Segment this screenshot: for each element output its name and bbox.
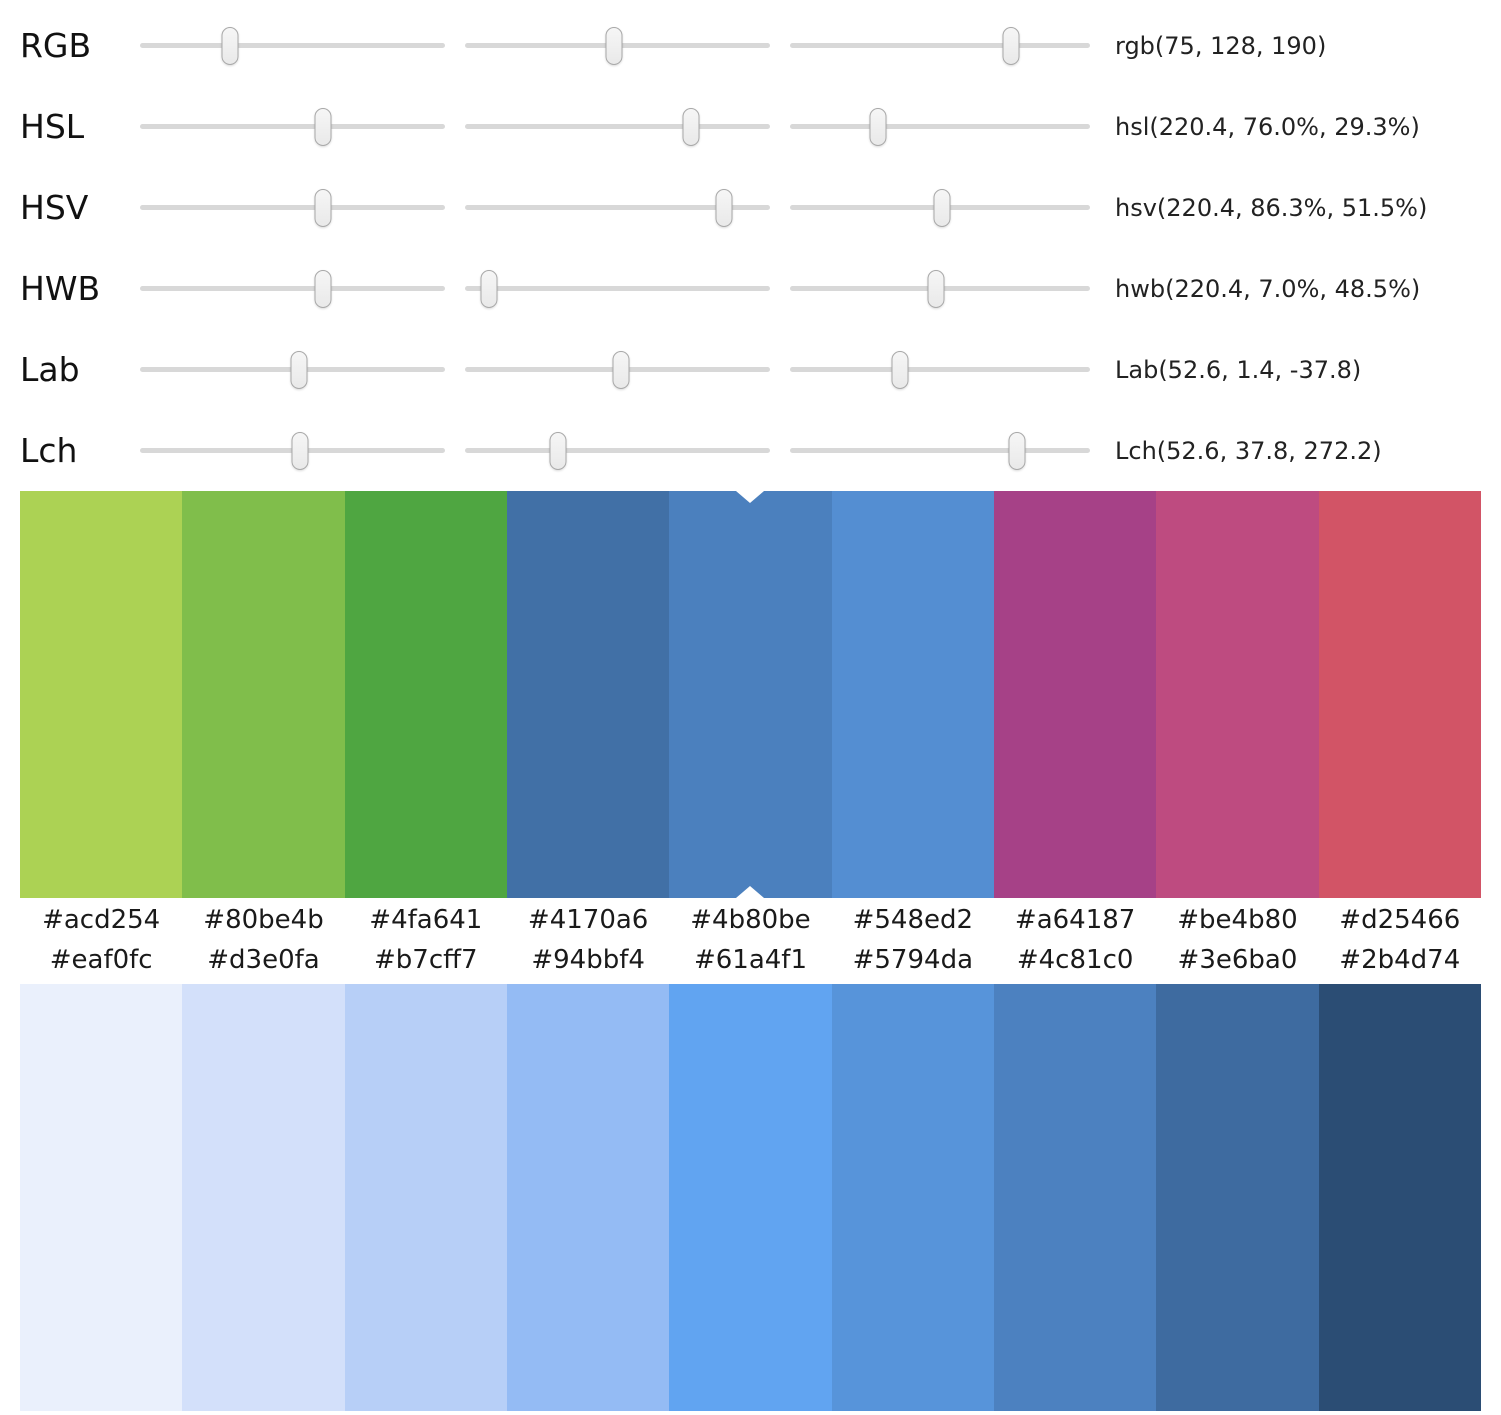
color-value-text-hsv: hsv(220.4, 86.3%, 51.5%)	[1115, 193, 1428, 222]
swatch-hex-label: #d25466	[1339, 905, 1461, 935]
slider-handle-lch-2[interactable]	[1008, 431, 1025, 470]
swatch-hex-label: #3e6ba0	[1177, 945, 1298, 975]
palette-bottom: #eaf0fc #d3e0fa #b7cff7 #94bbf4 #61a4f1 #5794…	[20, 941, 1481, 1411]
palette-top-labels: #acd254 #80be4b #4fa641 #4170a6 #4b80be #548e…	[20, 898, 1481, 941]
color-swatch[interactable]	[1156, 984, 1319, 1411]
slider-track-hsl-2[interactable]	[790, 107, 1090, 146]
color-swatch[interactable]	[182, 984, 345, 1411]
slider-track-hsv-0[interactable]	[140, 188, 445, 227]
slider-row-hsl: HSL hsl(220.4, 76.0%, 29.3%)	[20, 86, 1501, 167]
slider-handle-hsl-2[interactable]	[869, 107, 887, 146]
color-swatch[interactable]	[20, 984, 183, 1411]
slider-track-rgb-1[interactable]	[465, 26, 770, 65]
slider-handle-lch-0[interactable]	[291, 431, 309, 470]
color-value-text-hwb: hwb(220.4, 7.0%, 48.5%)	[1115, 274, 1421, 303]
slider-handle-rgb-2[interactable]	[1002, 26, 1019, 65]
slider-track-hsv-2[interactable]	[790, 188, 1090, 227]
swatch-hex-label: #4170a6	[527, 905, 649, 935]
color-swatch[interactable]	[993, 491, 1157, 898]
slider-track-hwb-1[interactable]	[465, 269, 770, 308]
color-swatch[interactable]	[1318, 491, 1481, 898]
palette-bottom-swatches	[20, 984, 1481, 1411]
color-swatch[interactable]	[506, 491, 670, 898]
slider-handle-hsv-2[interactable]	[933, 188, 950, 227]
color-swatch[interactable]	[344, 491, 507, 898]
slider-row-hwb: HWB hwb(220.4, 7.0%, 48.5%)	[20, 248, 1501, 329]
slider-handle-hwb-1[interactable]	[480, 269, 498, 308]
colorspace-label-lch: Lch	[20, 431, 78, 470]
color-swatch[interactable]	[1318, 984, 1481, 1411]
slider-track-lab-1[interactable]	[465, 350, 770, 389]
color-value-text-lab: Lab(52.6, 1.4, -37.8)	[1115, 355, 1362, 384]
palette-top-swatches	[20, 491, 1481, 898]
slider-panel: RGB rgb(75, 128, 190) HSL hsl(220.4, 76.0%,…	[0, 0, 1501, 491]
slider-handle-hsl-0[interactable]	[314, 107, 332, 146]
swatch-hex-label: #be4b80	[1177, 905, 1298, 935]
slider-handle-hsl-1[interactable]	[682, 107, 700, 146]
colorspace-label-hwb: HWB	[20, 269, 101, 308]
slider-track-lab-0[interactable]	[140, 350, 445, 389]
slider-track-hsl-0[interactable]	[140, 107, 445, 146]
slider-track-hwb-2[interactable]	[790, 269, 1090, 308]
slider-handle-lab-2[interactable]	[891, 350, 908, 389]
slider-handle-lab-1[interactable]	[612, 350, 630, 389]
swatch-hex-label: #a64187	[1014, 905, 1136, 935]
color-swatch[interactable]	[831, 491, 994, 898]
slider-handle-hsv-0[interactable]	[314, 188, 332, 227]
slider-track-lch-1[interactable]	[465, 431, 770, 470]
slider-track-rgb-2[interactable]	[790, 26, 1090, 65]
slider-row-hsv: HSV hsv(220.4, 86.3%, 51.5%)	[20, 167, 1501, 248]
color-swatch[interactable]	[993, 984, 1157, 1411]
palette-top: #acd254 #80be4b #4fa641 #4170a6 #4b80be #548e…	[20, 491, 1481, 941]
slider-track-lch-2[interactable]	[790, 431, 1090, 470]
swatch-hex-label: #5794da	[852, 945, 973, 975]
slider-handle-rgb-0[interactable]	[221, 26, 239, 65]
colorspace-label-rgb: RGB	[20, 26, 92, 65]
slider-handle-hwb-0[interactable]	[314, 269, 332, 308]
slider-track-lab-2[interactable]	[790, 350, 1090, 389]
color-value-text-hsl: hsl(220.4, 76.0%, 29.3%)	[1115, 112, 1420, 141]
palette-bottom-labels: #eaf0fc #d3e0fa #b7cff7 #94bbf4 #61a4f1 #5794…	[20, 941, 1481, 984]
color-swatch[interactable]	[506, 984, 670, 1411]
swatch-hex-label: #4c81c0	[1016, 945, 1134, 975]
color-value-text-rgb: rgb(75, 128, 190)	[1115, 31, 1327, 60]
color-swatch[interactable]	[669, 984, 832, 1411]
color-swatch[interactable]	[831, 984, 994, 1411]
slider-row-rgb: RGB rgb(75, 128, 190)	[20, 5, 1501, 86]
slider-handle-rgb-1[interactable]	[605, 26, 623, 65]
color-swatch[interactable]	[1156, 491, 1319, 898]
slider-track-hsv-1[interactable]	[465, 188, 770, 227]
color-swatch[interactable]	[344, 984, 507, 1411]
swatch-hex-label: #acd254	[42, 905, 161, 935]
color-value-text-lch: Lch(52.6, 37.8, 272.2)	[1115, 436, 1382, 465]
swatch-hex-label: #d3e0fa	[207, 945, 320, 975]
color-swatch[interactable]	[20, 491, 183, 898]
slider-track-hwb-0[interactable]	[140, 269, 445, 308]
swatch-hex-label: #2b4d74	[1339, 945, 1461, 975]
swatch-hex-label: #61a4f1	[693, 945, 807, 975]
slider-handle-lab-0[interactable]	[290, 350, 308, 389]
swatch-hex-label: #548ed2	[852, 905, 974, 935]
slider-track-lch-0[interactable]	[140, 431, 445, 470]
slider-handle-hwb-2[interactable]	[927, 269, 944, 308]
slider-track-rgb-0[interactable]	[140, 26, 445, 65]
slider-row-lab: Lab Lab(52.6, 1.4, -37.8)	[20, 329, 1501, 410]
slider-handle-lch-1[interactable]	[549, 431, 567, 470]
swatch-hex-label: #eaf0fc	[49, 945, 153, 975]
swatch-hex-label: #94bbf4	[531, 945, 645, 975]
color-swatch[interactable]	[182, 491, 345, 898]
slider-row-lch: Lch Lch(52.6, 37.8, 272.2)	[20, 410, 1501, 491]
colorspace-label-lab: Lab	[20, 350, 80, 389]
swatch-hex-label: #4b80be	[690, 905, 811, 935]
color-swatch-selected[interactable]	[669, 491, 832, 898]
swatch-hex-label: #80be4b	[203, 905, 324, 935]
colorspace-label-hsl: HSL	[20, 107, 85, 146]
colorspace-label-hsv: HSV	[20, 188, 89, 227]
slider-track-hsl-1[interactable]	[465, 107, 770, 146]
swatch-hex-label: #4fa641	[369, 905, 483, 935]
slider-handle-hsv-1[interactable]	[715, 188, 733, 227]
swatch-hex-label: #b7cff7	[374, 945, 478, 975]
